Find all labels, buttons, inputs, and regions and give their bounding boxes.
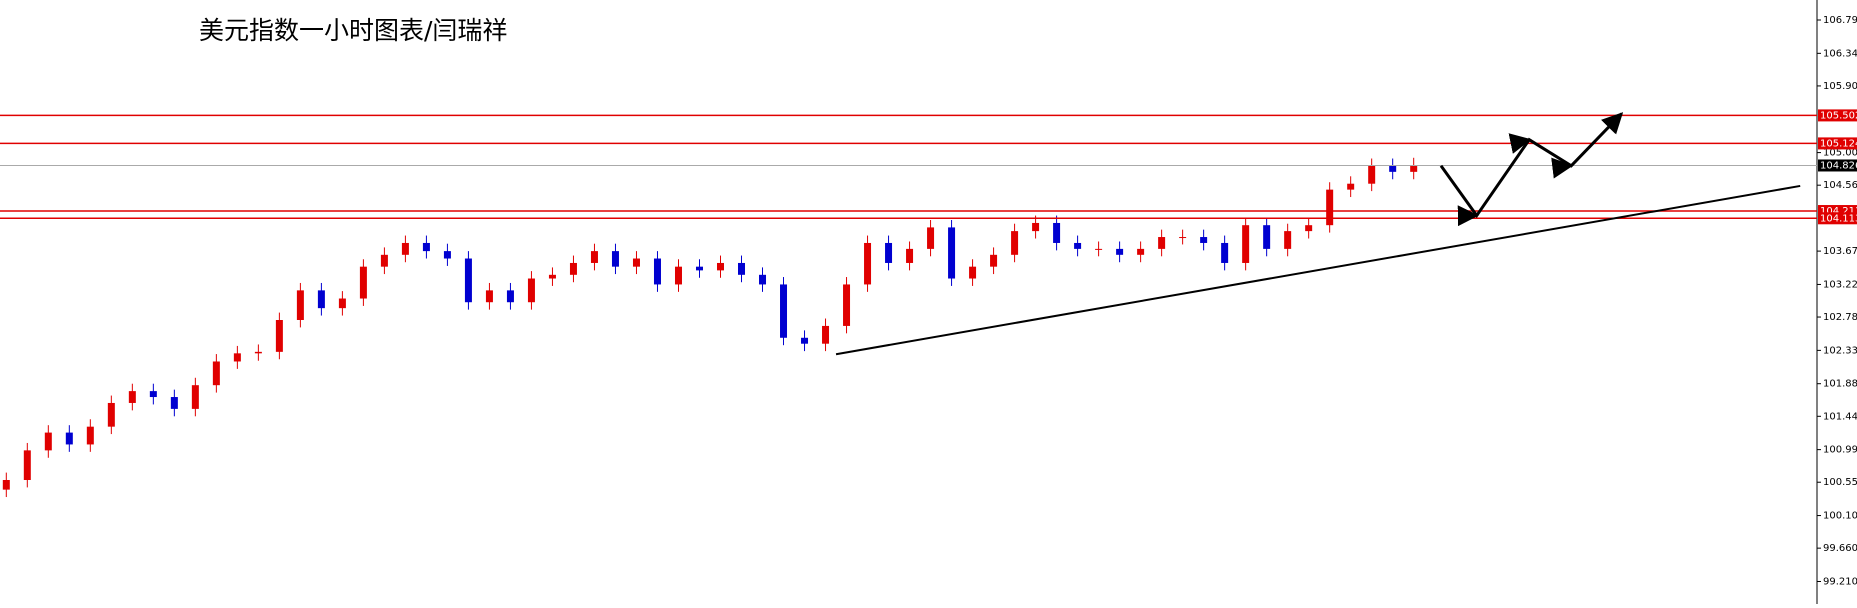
level-label-bg: [1818, 109, 1857, 122]
chart-title: 美元指数一小时图表/闫瑞祥: [199, 16, 507, 45]
candle-body: [801, 337, 809, 344]
candle-body: [527, 278, 535, 303]
y-tick-label: 106.790: [1823, 15, 1857, 26]
y-tick-label: 106.340: [1823, 48, 1857, 59]
candle-body: [548, 274, 556, 279]
candle-body: [422, 242, 430, 252]
candle-body: [1410, 165, 1418, 172]
candle-body: [1011, 231, 1019, 255]
candle-body: [1221, 242, 1229, 263]
candle-body: [464, 258, 472, 303]
y-tick-label: 102.780: [1823, 312, 1857, 323]
candle-body: [296, 290, 304, 320]
y-tick-label: 103.670: [1823, 246, 1857, 257]
y-tick-label: 105.900: [1823, 81, 1857, 92]
candle-body: [969, 266, 977, 279]
candle-body: [275, 320, 283, 352]
y-tick-label: 102.330: [1823, 345, 1857, 356]
y-tick-label: 104.560: [1823, 180, 1857, 191]
candle-body: [738, 262, 746, 275]
candle-body: [822, 325, 830, 344]
candle-body: [1326, 189, 1334, 226]
candle-body: [233, 353, 241, 362]
candle-body: [338, 298, 346, 309]
candle-body: [906, 248, 914, 263]
candle-body: [1137, 248, 1145, 255]
candle-body: [191, 385, 199, 409]
candle-body: [443, 251, 451, 259]
candle-body: [948, 227, 956, 279]
candle-body: [1389, 165, 1397, 172]
y-tick-label: 99.210: [1823, 576, 1857, 587]
level-label: 105.502: [1820, 110, 1857, 121]
candle-body: [653, 258, 661, 285]
current-price-bg: [1818, 159, 1857, 172]
candle-body: [885, 242, 893, 263]
candle-body: [990, 254, 998, 267]
level-label-bg: [1818, 137, 1857, 150]
candle-body: [1158, 237, 1166, 249]
candle-body: [107, 402, 115, 427]
current-price-label: 104.826: [1820, 160, 1857, 171]
level-label-bg: [1818, 212, 1857, 225]
level-label: 104.211: [1820, 206, 1857, 217]
candle-body: [128, 391, 136, 403]
candle-body: [1200, 237, 1208, 243]
candle-body: [170, 397, 178, 409]
candle-body: [569, 262, 577, 275]
candle-body: [632, 258, 640, 267]
candle-body: [1347, 183, 1355, 190]
candle-body: [86, 426, 94, 445]
candle-body: [1074, 242, 1082, 249]
candle-body: [23, 450, 31, 480]
candle-body: [864, 242, 872, 285]
candle-body: [485, 290, 493, 303]
candle-body: [1242, 225, 1250, 263]
candle-body: [927, 227, 935, 249]
candle-body: [1263, 225, 1271, 249]
y-tick-label: 100.990: [1823, 445, 1857, 456]
candle-body: [780, 284, 788, 338]
y-tick-label: 105.000: [1823, 148, 1857, 159]
candle-body: [401, 242, 409, 255]
candle-body: [65, 432, 73, 445]
candle-body: [716, 262, 724, 271]
candle-body: [1305, 225, 1313, 232]
candle-body: [1368, 165, 1376, 184]
projection-path: [1439, 112, 1624, 227]
candle-body: [2, 480, 10, 490]
candle-body: [1116, 248, 1124, 255]
candle-body: [843, 284, 851, 326]
candle-body: [1284, 231, 1292, 249]
y-tick-label: 100.100: [1823, 511, 1857, 522]
y-tick-label: 103.220: [1823, 279, 1857, 290]
candle-body: [674, 266, 682, 285]
candle-body: [1095, 248, 1103, 250]
candle-body: [695, 266, 703, 271]
candle-body: [254, 351, 262, 354]
trendline: [835, 184, 1801, 356]
candle-body: [359, 266, 367, 299]
level-label: 105.124: [1820, 138, 1857, 149]
candle-body: [317, 290, 325, 309]
candle-body: [212, 361, 220, 386]
candle-body: [149, 391, 157, 398]
level-label: 104.113: [1820, 213, 1857, 224]
candle-body: [44, 432, 52, 451]
y-tick-label: 101.880: [1823, 379, 1857, 390]
candle-body: [611, 251, 619, 267]
y-tick-label: 100.550: [1823, 477, 1857, 488]
candle-body: [759, 274, 767, 285]
candle-body: [380, 254, 388, 267]
candle-body: [1179, 237, 1187, 239]
y-tick-label: 101.440: [1823, 411, 1857, 422]
candle-body: [506, 290, 514, 303]
y-tick-label: 99.660: [1823, 543, 1857, 554]
candle-body: [590, 251, 598, 263]
candle-body: [1053, 222, 1061, 243]
candle-body: [1032, 222, 1040, 232]
